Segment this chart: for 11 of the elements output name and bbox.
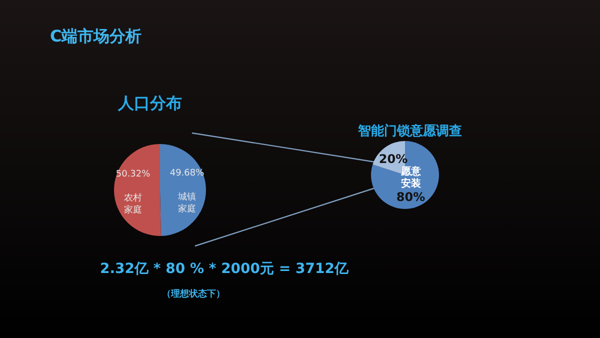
chart-title: 智能门锁意愿调查 [357, 123, 462, 139]
data-label: 50.32% [116, 169, 151, 180]
data-label: 20% [378, 152, 408, 166]
slice-label: 愿意安装 [400, 166, 422, 190]
slice-label: 农村家庭 [124, 192, 142, 216]
text: C端市场分析 [50, 26, 142, 46]
data-label: 80% [396, 190, 426, 204]
text: 2.32亿 * 80 % * 2000元 = 3712亿 [100, 261, 350, 277]
text: （理想状态下） [162, 288, 225, 300]
chart-title: 人口分布 [117, 94, 182, 112]
slice-label: 城镇家庭 [177, 192, 196, 215]
